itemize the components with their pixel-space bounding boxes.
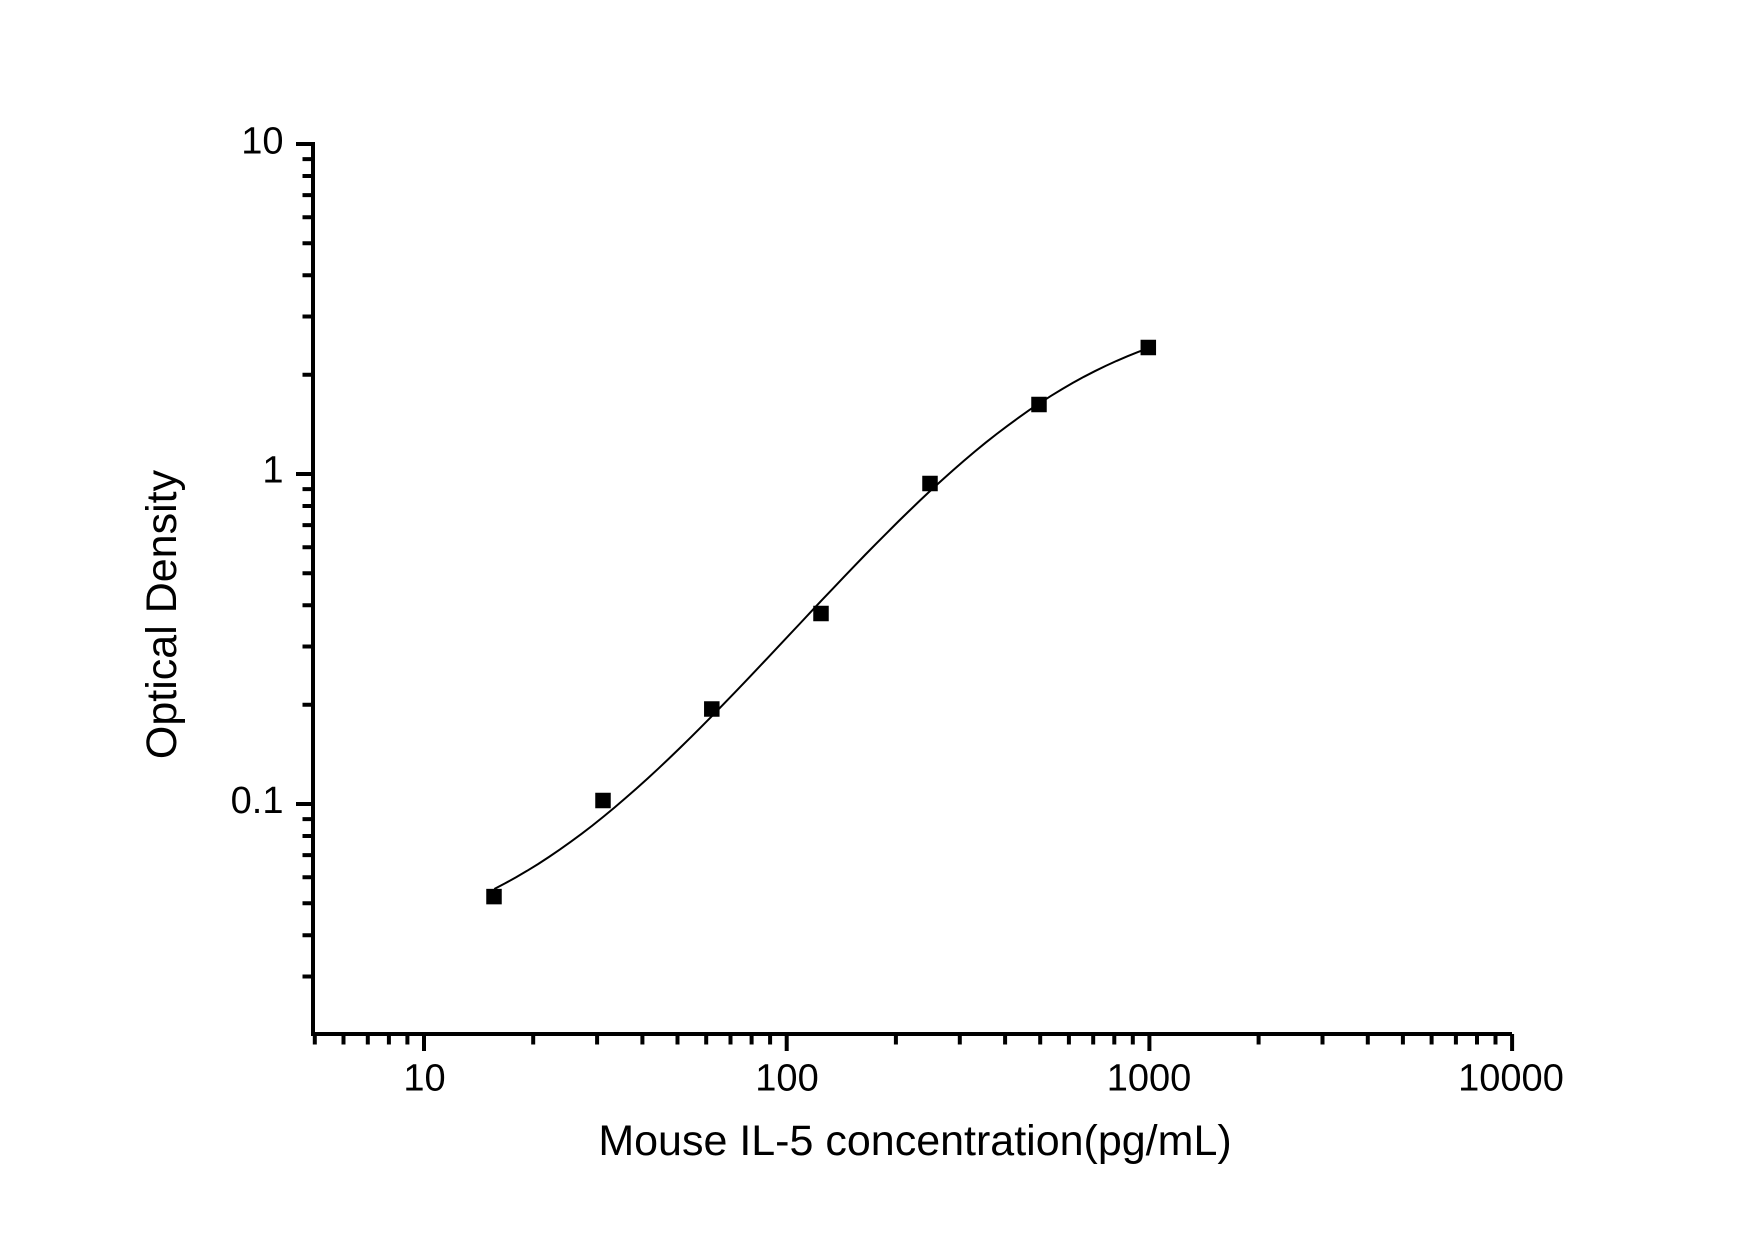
svg-text:Optical Density: Optical Density: [138, 469, 186, 759]
svg-text:10000: 10000: [1458, 1058, 1564, 1100]
svg-text:10: 10: [241, 121, 283, 163]
svg-text:100: 100: [755, 1058, 818, 1100]
svg-text:0.1: 0.1: [231, 780, 284, 822]
svg-text:Mouse IL-5 concentration(pg/mL: Mouse IL-5 concentration(pg/mL): [598, 1117, 1231, 1165]
svg-text:10: 10: [403, 1058, 445, 1100]
svg-text:1000: 1000: [1107, 1058, 1192, 1100]
svg-text:1: 1: [262, 450, 283, 492]
